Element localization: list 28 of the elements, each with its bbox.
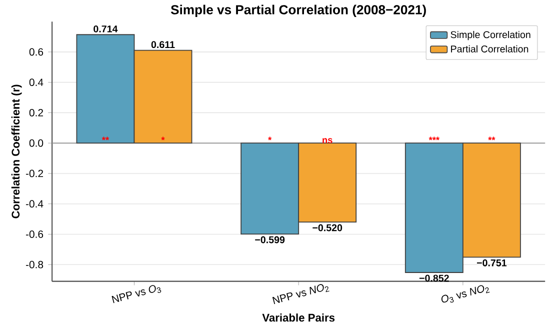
chart-title: Simple vs Partial Correlation (2008−2021)	[170, 5, 426, 18]
y-tick-label: -0.2	[26, 170, 43, 178]
annotation: ns	[322, 138, 332, 144]
y-tick-label: -0.6	[26, 230, 44, 238]
y-tick-label: 0.0	[29, 140, 44, 148]
legend-label: Simple Correlation	[450, 31, 530, 40]
y-tick-label: 0.2	[29, 109, 43, 117]
data-label: −0.751	[476, 260, 507, 267]
data-label: −0.599	[255, 236, 285, 244]
data-label: −0.852	[419, 274, 449, 282]
data-label: −0.520	[312, 224, 342, 232]
data-label: 0.714	[94, 26, 118, 33]
annotation: **	[488, 137, 496, 140]
x-tick-label: NPP vs NO$_{2}$	[272, 284, 330, 304]
x-tick-label: O$_{3}$ vs NO$_{2}$	[441, 285, 490, 303]
y-tick-label: -0.8	[26, 261, 44, 269]
y-tick-label: 0.6	[29, 48, 44, 56]
y-axis-title: Correlation Coefficient (r)	[11, 84, 22, 219]
y-tick-label: -0.4	[26, 200, 44, 208]
annotation: ***	[428, 137, 440, 140]
x-axis-title: Variable Pairs	[262, 314, 335, 322]
data-label: 0.611	[151, 41, 175, 48]
legend-label: Partial Correlation	[451, 46, 528, 53]
annotation: *	[268, 137, 272, 140]
annotation: **	[102, 137, 110, 140]
annotation: *	[161, 137, 165, 140]
y-tick-label: 0.4	[29, 78, 44, 86]
x-tick-label: NPP vs O$_{3}$	[112, 285, 162, 304]
